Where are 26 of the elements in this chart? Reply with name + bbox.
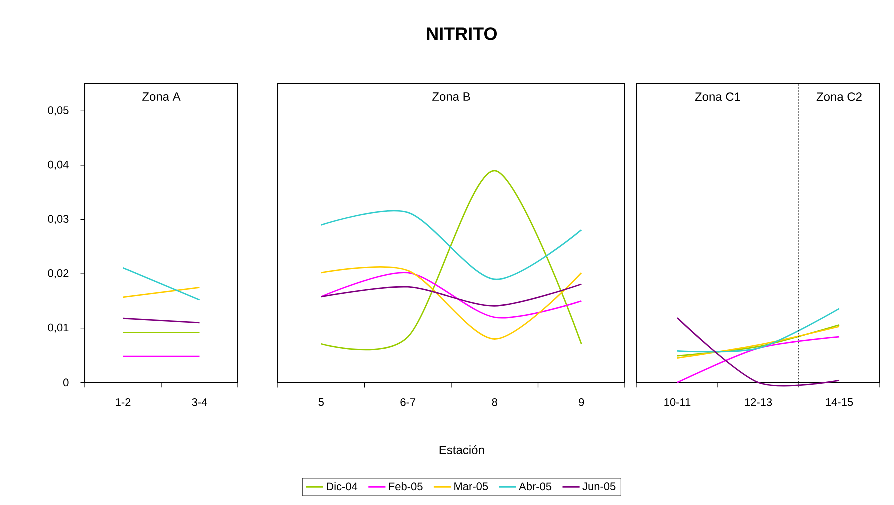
y-tick-label: 0,05	[48, 106, 69, 116]
x-tick-label: 9	[579, 398, 584, 406]
x-tick-label: 8	[492, 398, 498, 406]
y-tick-label: 0,03	[48, 215, 69, 224]
x-axis-title: Estación	[440, 446, 484, 454]
y-tick-label: 0,02	[48, 270, 69, 279]
legend-label: Dic-04	[327, 482, 358, 491]
legend-label: Mar-05	[454, 482, 488, 490]
x-tick-label: 14-15	[826, 398, 854, 406]
x-tick-label: 12-13	[745, 398, 772, 406]
annotation: Zona C2	[816, 92, 862, 102]
x-tick-label: 6-7	[400, 398, 416, 406]
y-tick-label: 0,04	[48, 160, 69, 170]
y-tick-label: 0	[64, 378, 69, 387]
legend-label: Feb-05	[389, 482, 423, 491]
annotation: Zona A	[142, 92, 181, 102]
x-tick-label: 5	[318, 398, 324, 406]
legend-label: Jun-05	[582, 482, 616, 490]
chart-title: NITRITO	[427, 28, 498, 40]
annotation: Zona C1	[695, 92, 740, 102]
x-tick-label: 3-4	[192, 398, 208, 406]
annotation: Zona B	[432, 92, 470, 102]
legend-label: Abr-05	[519, 482, 552, 491]
x-tick-label: 10-11	[664, 398, 691, 406]
y-tick-label: 0,01	[48, 324, 69, 333]
x-tick-label: 1-2	[116, 398, 131, 406]
